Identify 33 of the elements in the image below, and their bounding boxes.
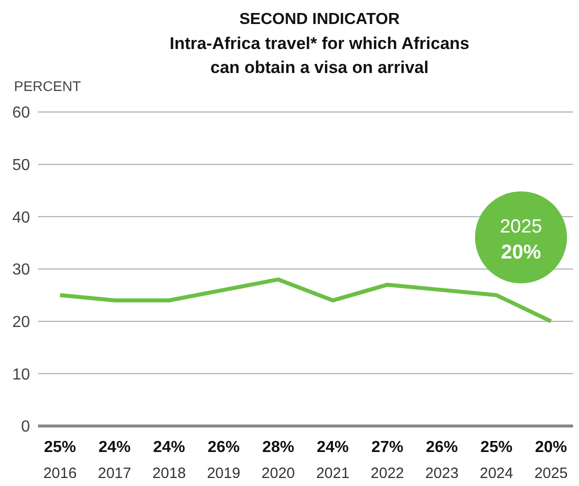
data-label: 20% — [534, 439, 568, 456]
x-tick-label: 2016 — [43, 465, 77, 482]
line-series — [58, 277, 553, 324]
data-label: 26% — [426, 439, 458, 456]
x-tick-label: 2025 — [534, 465, 568, 482]
data-label: 24% — [316, 439, 349, 456]
y-tick-label: 0 — [21, 418, 30, 436]
data-label: 25% — [480, 439, 512, 456]
data-label: 24% — [153, 439, 186, 456]
x-tick-label: 2018 — [152, 465, 186, 482]
y-axis-title: PERCENT — [14, 78, 81, 94]
x-tick-label: 2020 — [262, 465, 295, 482]
x-tick-label: 2019 — [206, 465, 240, 482]
data-label: 24% — [98, 439, 131, 456]
x-tick-label: 2021 — [316, 465, 350, 482]
data-label: 27% — [371, 439, 404, 456]
chart-title: SECOND INDICATOR — [238, 10, 401, 30]
annotation: 2025 — [500, 216, 542, 238]
chart-subtitle: Intra-Africa travel* for which Africans can obtain a visa on arrival — [168, 33, 470, 79]
x-tick-label: 2017 — [98, 465, 132, 482]
x-tick-label: 2023 — [425, 465, 459, 482]
y-tick-label: 60 — [12, 104, 30, 122]
y-tick-label: 10 — [12, 366, 30, 384]
y-tick-label: 50 — [12, 157, 30, 174]
data-label: 28% — [262, 439, 294, 456]
data-label: 25% — [44, 439, 76, 456]
annotation: 20% — [500, 241, 542, 264]
y-tick-label: 20 — [12, 314, 30, 332]
y-tick-label: 40 — [12, 209, 30, 226]
x-tick-label: 2022 — [370, 465, 404, 482]
data-label: 26% — [208, 439, 240, 456]
y-tick-label: 30 — [12, 262, 30, 279]
x-tick-label: 2024 — [480, 465, 514, 482]
